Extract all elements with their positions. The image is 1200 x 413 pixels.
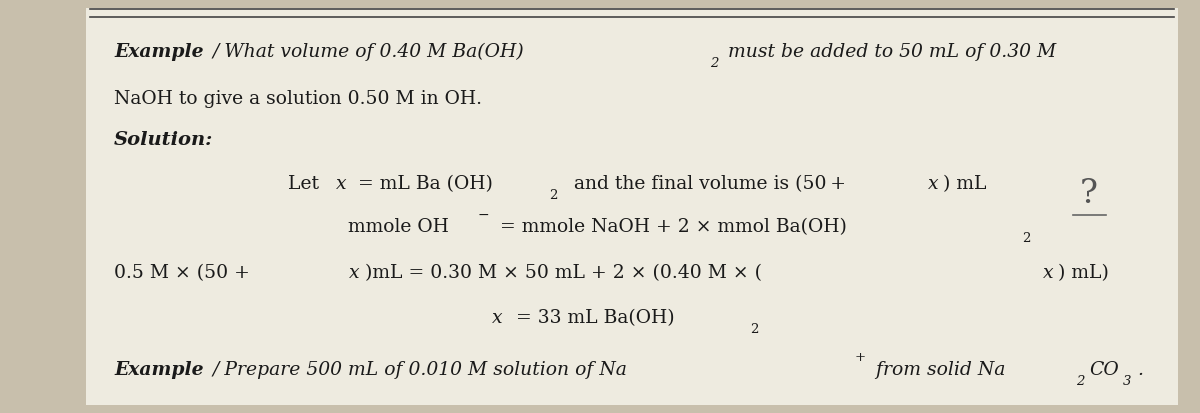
Text: x: x — [1043, 263, 1054, 282]
Text: .: . — [1138, 361, 1144, 379]
Text: +: + — [854, 351, 865, 364]
Text: ?: ? — [1080, 178, 1098, 210]
Text: 2: 2 — [750, 323, 758, 336]
Text: and the final volume is (50 +: and the final volume is (50 + — [562, 175, 850, 193]
Text: must be added to 50 mL of 0.30 M: must be added to 50 mL of 0.30 M — [722, 43, 1057, 61]
Text: Let: Let — [288, 175, 325, 193]
Text: 2: 2 — [710, 57, 719, 70]
Text: 2: 2 — [550, 189, 558, 202]
Text: −: − — [478, 208, 490, 222]
Text: x: x — [928, 175, 938, 193]
Text: = mmole NaOH + 2 × mmol Ba(OH): = mmole NaOH + 2 × mmol Ba(OH) — [494, 218, 847, 236]
Text: CO: CO — [1090, 361, 1120, 379]
Text: Solution:: Solution: — [114, 131, 214, 150]
Text: )mL = 0.30 M × 50 mL + 2 × (0.40 M × (: )mL = 0.30 M × 50 mL + 2 × (0.40 M × ( — [365, 263, 762, 282]
Text: 0.5 M × (50 +: 0.5 M × (50 + — [114, 263, 256, 282]
Text: = mL Ba (OH): = mL Ba (OH) — [352, 175, 492, 193]
Text: / Prepare 500 mL of 0.010 M solution of Na: / Prepare 500 mL of 0.010 M solution of … — [212, 361, 628, 379]
Text: ) mL): ) mL) — [1058, 263, 1109, 282]
Text: 3: 3 — [1123, 375, 1132, 388]
Text: x: x — [336, 175, 347, 193]
Text: x: x — [349, 263, 360, 282]
Text: x: x — [492, 309, 503, 327]
Text: mmole OH: mmole OH — [348, 218, 449, 236]
Text: Example: Example — [114, 43, 204, 61]
Text: = 33 mL Ba(OH): = 33 mL Ba(OH) — [510, 309, 674, 327]
Text: ) mL: ) mL — [943, 175, 986, 193]
Text: Example: Example — [114, 361, 204, 379]
Text: from solid Na: from solid Na — [870, 361, 1006, 379]
Text: NaOH to give a solution 0.50 M in OH.: NaOH to give a solution 0.50 M in OH. — [114, 90, 482, 108]
Text: / What volume of 0.40 M Ba(OH): / What volume of 0.40 M Ba(OH) — [212, 43, 524, 61]
Text: 2: 2 — [1076, 375, 1085, 388]
Text: 2: 2 — [1022, 232, 1031, 245]
